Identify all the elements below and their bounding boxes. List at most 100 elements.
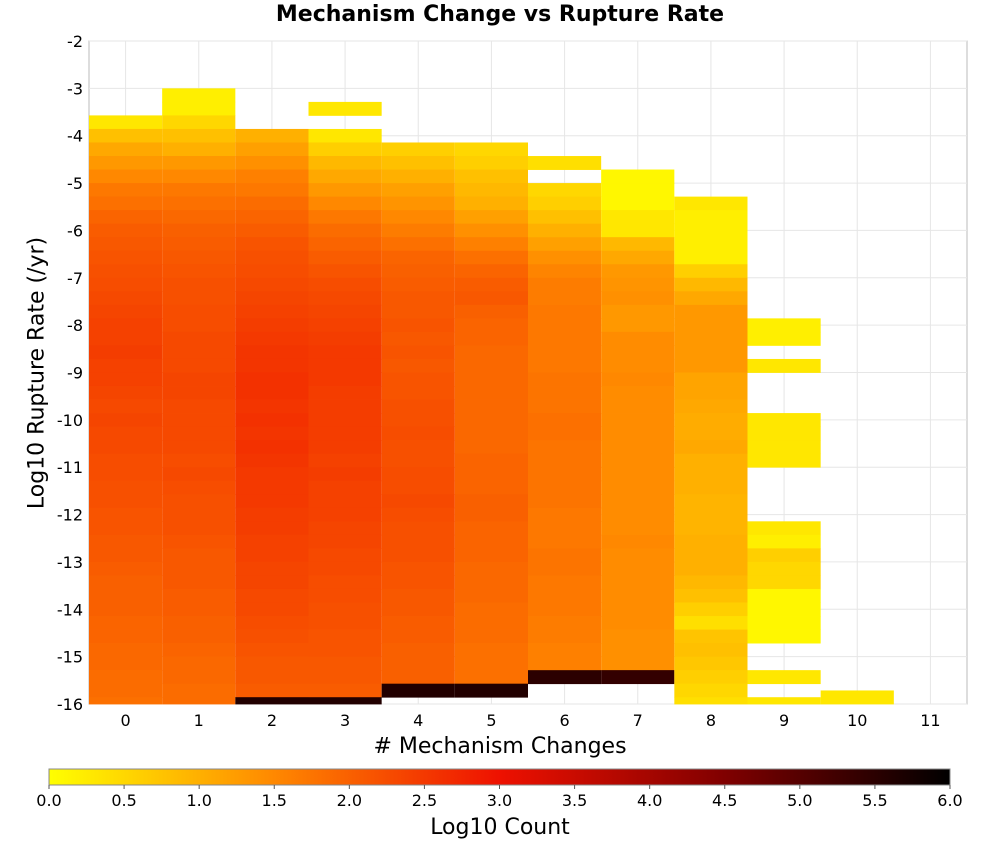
heatmap-cell <box>601 629 675 644</box>
heatmap-cell <box>601 467 675 482</box>
heatmap-cell <box>454 521 528 536</box>
heatmap-cell <box>308 670 382 685</box>
heatmap-cell <box>454 196 528 211</box>
heatmap-cell <box>381 264 455 279</box>
heatmap-cell <box>674 386 748 400</box>
colorbar-tick-label: 1.5 <box>262 791 287 810</box>
heatmap-cell <box>674 304 748 319</box>
heatmap-cell <box>454 602 528 617</box>
heatmap-cell <box>528 210 602 225</box>
heatmap-cell <box>454 358 528 373</box>
x-tick-label: 6 <box>559 711 569 730</box>
heatmap-cell <box>235 440 309 455</box>
heatmap-cell <box>235 656 309 671</box>
heatmap-cell <box>381 521 455 536</box>
heatmap-cell <box>454 575 528 590</box>
heatmap-cell <box>89 453 163 468</box>
heatmap-cell <box>381 345 455 360</box>
heatmap-cell <box>162 115 236 130</box>
heatmap-cell <box>308 507 382 522</box>
heatmap-cell <box>89 616 163 630</box>
heatmap-cell <box>235 467 309 482</box>
heatmap-cell <box>454 683 528 698</box>
heatmap-cell <box>89 183 163 197</box>
heatmap-cell <box>235 588 309 603</box>
heatmap-cell <box>454 588 528 603</box>
heatmap-cell <box>308 453 382 468</box>
y-tick-label: -9 <box>67 364 83 383</box>
y-tick-label: -10 <box>57 411 83 430</box>
heatmap-cell <box>454 561 528 576</box>
heatmap-cell <box>89 413 163 427</box>
heatmap-cell <box>162 128 236 143</box>
heatmap-cell <box>674 291 748 306</box>
heatmap-cell <box>674 494 748 509</box>
x-tick-label: 3 <box>340 711 350 730</box>
heatmap-cell <box>381 440 455 455</box>
y-tick-label: -2 <box>67 32 83 51</box>
heatmap-cell <box>454 629 528 644</box>
heatmap-cell <box>235 426 309 441</box>
x-tick-label: 11 <box>920 711 940 730</box>
heatmap-cell <box>381 237 455 252</box>
heatmap-cell <box>235 128 309 143</box>
heatmap-cell <box>528 453 602 468</box>
heatmap-cell <box>89 385 163 400</box>
heatmap-cell <box>235 629 309 644</box>
heatmap-cell <box>454 453 528 468</box>
colorbar <box>48 768 951 786</box>
heatmap-cell <box>601 237 675 252</box>
heatmap-cell <box>162 548 236 563</box>
heatmap-cell <box>747 548 821 563</box>
heatmap-cell <box>235 697 309 705</box>
heatmap-cell <box>162 656 236 671</box>
heatmap-cell <box>381 629 455 644</box>
heatmap-cell <box>528 670 602 685</box>
y-tick-label: -16 <box>57 695 83 714</box>
heatmap-cell <box>89 358 163 373</box>
heatmap-cell <box>235 399 309 414</box>
heatmap-cell <box>674 629 748 644</box>
heatmap-cell <box>674 507 748 522</box>
heatmap-cell <box>381 196 455 211</box>
heatmap-cell <box>162 142 236 157</box>
heatmap-cell <box>308 426 382 441</box>
heatmap-cell <box>162 156 236 170</box>
heatmap-cell <box>528 534 602 549</box>
heatmap-cell <box>235 196 309 211</box>
heatmap-cell <box>528 656 602 671</box>
colorbar-tick-label: 0.5 <box>111 791 136 810</box>
heatmap-cell <box>235 210 309 225</box>
heatmap-cell <box>674 588 748 603</box>
x-axis-label: # Mechanism Changes <box>373 734 627 759</box>
heatmap-cell <box>747 453 821 468</box>
heatmap-cell <box>601 196 675 211</box>
heatmap-cell <box>235 156 309 170</box>
heatmap-cell <box>747 331 821 346</box>
colorbar-tick-label: 5.0 <box>787 791 812 810</box>
heatmap-cell <box>674 345 748 360</box>
heatmap-cell <box>308 101 382 116</box>
heatmap-cell <box>308 196 382 211</box>
heatmap-cell <box>381 331 455 346</box>
heatmap-cell <box>308 142 382 157</box>
heatmap-cell <box>89 318 163 333</box>
heatmap-cell <box>89 534 163 549</box>
heatmap-cell <box>528 331 602 346</box>
y-tick-label: -5 <box>67 174 83 193</box>
heatmap-cell <box>162 277 236 292</box>
heatmap-cell <box>235 183 309 197</box>
heatmap-cell <box>381 507 455 522</box>
heatmap-cell <box>528 264 602 279</box>
heatmap-cell <box>162 467 236 482</box>
heatmap-cell <box>747 697 821 705</box>
heatmap-cell <box>454 507 528 522</box>
y-tick-label: -8 <box>67 316 83 335</box>
heatmap-cell <box>308 358 382 373</box>
x-tick-label: 1 <box>194 711 204 730</box>
x-tick-label: 7 <box>633 711 643 730</box>
heatmap-cell <box>308 223 382 238</box>
heatmap-cell <box>528 223 602 238</box>
heatmap-cell <box>162 534 236 549</box>
heatmap-cell <box>162 101 236 116</box>
